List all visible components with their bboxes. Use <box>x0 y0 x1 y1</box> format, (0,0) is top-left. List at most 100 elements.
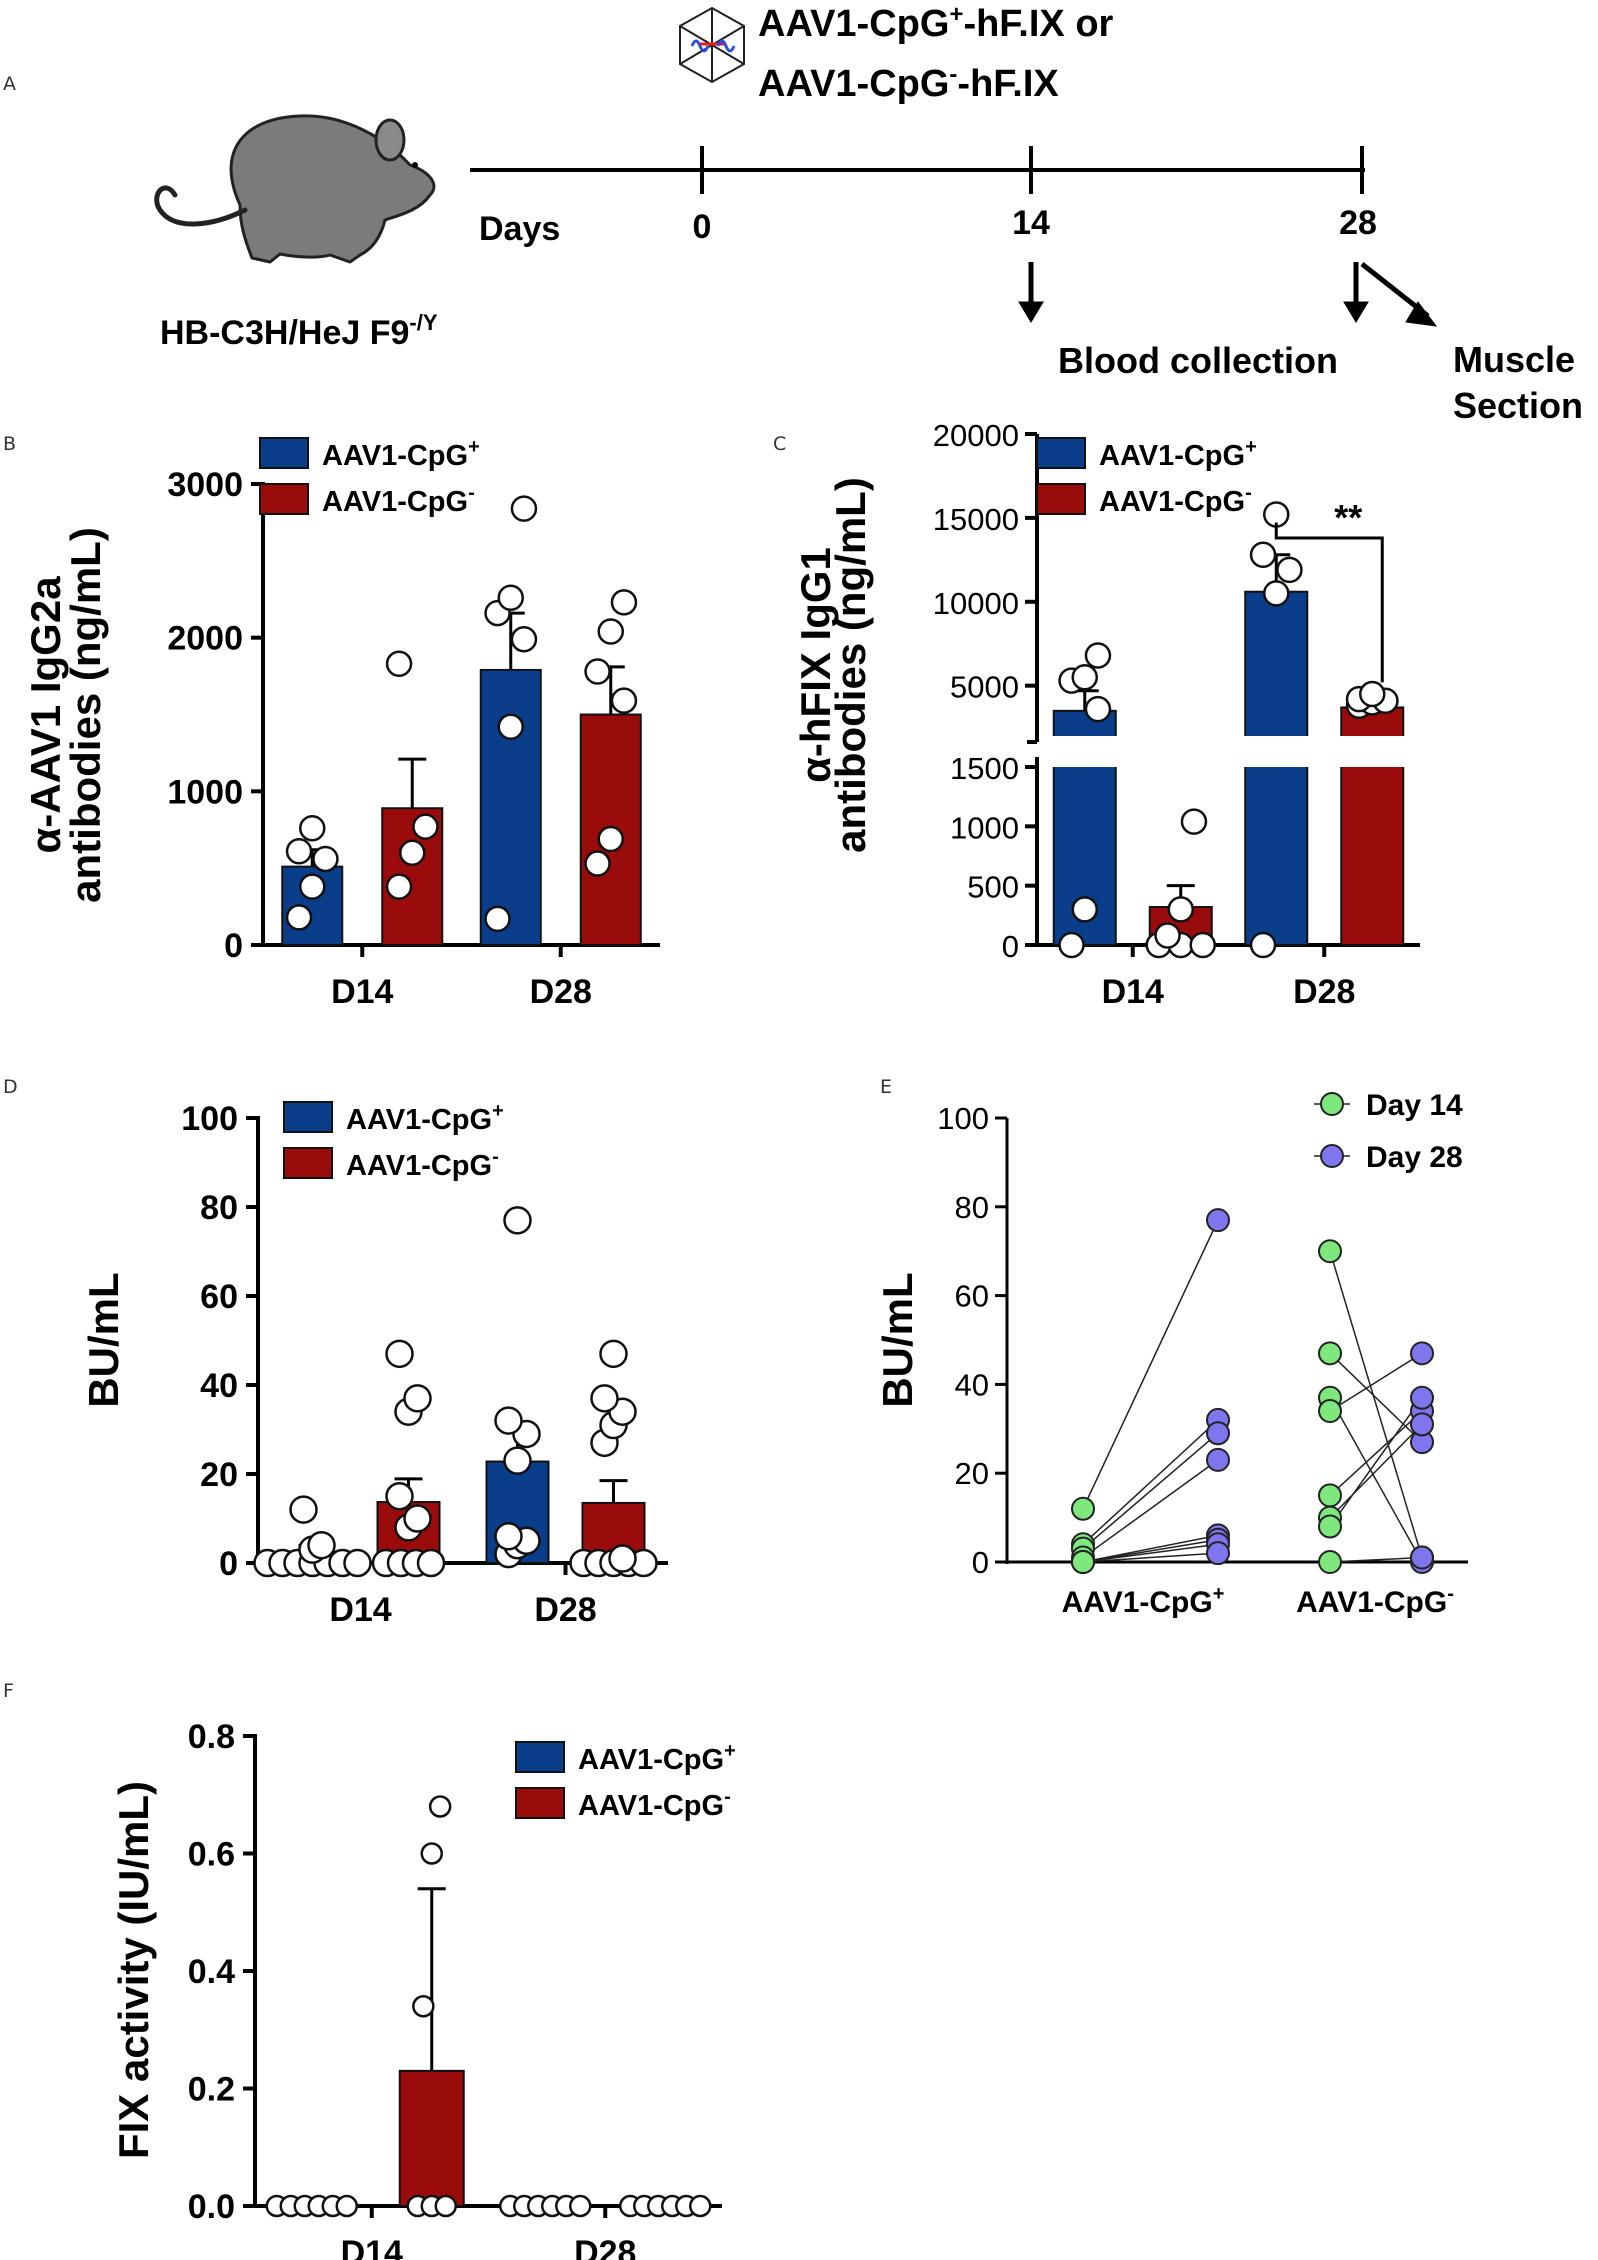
data-point <box>1071 664 1098 691</box>
significance-stars: ** <box>1334 497 1362 538</box>
blood-arrow-14 <box>1018 262 1044 323</box>
data-point <box>343 1548 372 1578</box>
y-tick-label: 40 <box>955 1367 989 1402</box>
pair-line-cpg-pos <box>1082 1219 1219 1510</box>
day14-point-cpg-pos <box>1071 1550 1095 1574</box>
data-point <box>312 845 339 873</box>
data-point <box>510 495 538 522</box>
y-tick-label: 80 <box>955 1190 989 1225</box>
day28-point-cpg-pos <box>1206 1447 1230 1472</box>
data-point <box>412 813 439 840</box>
legend-neg-label: AAV1-CpG- <box>578 1786 731 1822</box>
data-point <box>385 873 413 900</box>
x-tick-label-D28: D28 <box>530 973 592 1011</box>
legend-pos-label: AAV1-CpG+ <box>1099 436 1257 472</box>
y-axis-label: BU/mL <box>80 1272 127 1407</box>
data-point <box>497 713 524 741</box>
pair-line-cpg-pos <box>1082 1552 1219 1563</box>
aav-capsid-icon <box>679 6 745 84</box>
legend-day28-label: Day 28 <box>1366 1141 1463 1174</box>
pair-line-cpg-neg <box>1329 1410 1423 1496</box>
y-tick-label: 100 <box>181 1100 238 1138</box>
legend-pos-swatch <box>1036 437 1086 469</box>
x-tick-label-D28: D28 <box>574 2234 636 2260</box>
significance-bracket <box>1274 522 1384 683</box>
axis-break-gap <box>1044 736 1125 767</box>
data-point <box>285 904 313 931</box>
legend-neg-swatch <box>283 1147 333 1179</box>
data-point <box>1180 808 1208 835</box>
data-point <box>385 650 413 678</box>
y-tick-label: 10000 <box>933 586 1019 621</box>
bar-D28-0 <box>1244 590 1309 946</box>
blood-collection-label: Blood collection <box>1058 340 1338 381</box>
day-tick-14: 14 <box>1012 204 1050 242</box>
x-tick-label-D28: D28 <box>534 1591 596 1629</box>
y-tick-label: 0 <box>224 927 243 965</box>
data-point <box>1249 931 1277 959</box>
y-tick-label: 40 <box>200 1367 238 1405</box>
data-point <box>385 1482 414 1511</box>
data-point <box>590 1384 619 1413</box>
blood-arrow-28 <box>1343 262 1369 323</box>
data-point <box>285 838 313 865</box>
panel-letter-e: E <box>880 1076 892 1098</box>
data-point <box>1263 580 1290 607</box>
day14-point-cpg-neg <box>1318 1341 1342 1366</box>
y-tick-label: 20000 <box>933 418 1019 453</box>
data-point <box>484 905 511 933</box>
y-tick-label: 0.8 <box>188 1718 235 1756</box>
y-tick-label: 3000 <box>167 466 243 504</box>
muscle-label-2: Section <box>1453 385 1583 426</box>
data-point <box>335 2194 358 2218</box>
data-point <box>497 584 524 611</box>
data-point <box>420 1842 443 1865</box>
muscle-arrow <box>1360 262 1438 327</box>
y-tick-label: 1500 <box>950 751 1019 786</box>
legend-pos-label: AAV1-CpG+ <box>346 1100 504 1136</box>
y-tick-label: 20 <box>955 1456 989 1491</box>
mouse-strain-label: HB-C3H/HeJ F9-/Y <box>160 310 438 352</box>
day28-point-cpg-neg <box>1410 1412 1434 1437</box>
data-point <box>385 1339 414 1369</box>
data-point <box>510 625 538 653</box>
data-point <box>608 1544 637 1573</box>
y-axis-label: BU/mL <box>874 1272 921 1407</box>
data-point <box>299 873 326 900</box>
y-tick-label: 500 <box>967 870 1019 905</box>
panel-letter-f: F <box>3 1680 14 1702</box>
y-tick-label: 1000 <box>950 810 1019 845</box>
y-tick-label: 0.2 <box>188 2071 235 2109</box>
y-tick-label: 15000 <box>933 502 1019 537</box>
panel-a: A AAV1-CpG+-hF.IX or AAV1-CpG--hF.IX <box>3 1 1583 426</box>
y-tick-label: 80 <box>200 1189 238 1227</box>
mouse-icon <box>154 114 436 264</box>
data-point <box>599 1339 628 1369</box>
y-tick-label: 60 <box>200 1278 238 1316</box>
data-point <box>1058 931 1085 959</box>
y-tick-label: 5000 <box>950 670 1019 705</box>
legend-pos-label: AAV1-CpG+ <box>578 1740 736 1776</box>
data-point <box>289 1495 318 1524</box>
y-tick-label: 0.4 <box>188 1953 235 1991</box>
pair-line-cpg-neg <box>1329 1397 1423 1527</box>
day14-point-cpg-neg <box>1318 1514 1342 1539</box>
data-point <box>416 1548 446 1578</box>
pair-line-cpg-pos <box>1082 1459 1219 1559</box>
legend-day14-marker <box>1320 1092 1344 1116</box>
data-point <box>1084 695 1112 723</box>
y-tick-label: 0 <box>219 1545 238 1583</box>
legend-neg-swatch <box>515 1787 565 1819</box>
legend-pos-swatch <box>283 1101 333 1133</box>
y-axis-label: FIX activity (IU/mL) <box>110 1781 157 2159</box>
y-axis-label-2: antibodies (ng/mL) <box>827 477 874 853</box>
y-tick-label: 0 <box>1002 929 1019 964</box>
data-point <box>403 1504 432 1533</box>
panel-c: C 0 500 1000 1500 5000 10000 15000 20000 D14 D28 **… <box>773 418 1420 1011</box>
data-point <box>1154 922 1181 949</box>
pair-line-cpg-neg <box>1329 1352 1423 1412</box>
day28-point-cpg-pos <box>1206 1421 1230 1446</box>
bar-D28-0 <box>479 668 542 946</box>
y-tick-label: 1000 <box>167 773 243 811</box>
